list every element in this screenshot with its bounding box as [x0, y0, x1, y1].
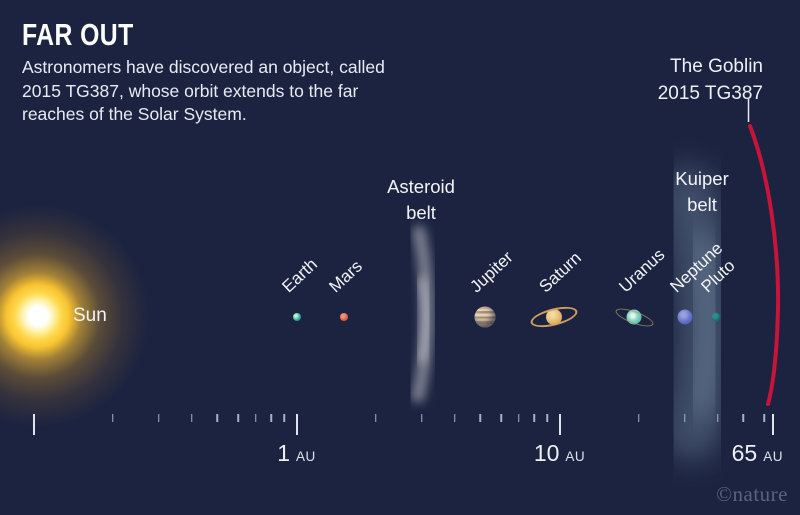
axis-major-tick-0.1au [32, 414, 35, 435]
axis-minor-tick-3au [421, 414, 423, 422]
planet-saturn [546, 309, 563, 325]
axis-minor-tick-7au [518, 414, 520, 422]
axis-minor-tick-0.8au [270, 414, 272, 422]
axis-major-tick-10au [558, 414, 561, 435]
axis-label-1-au: 1 AU [277, 440, 316, 466]
axis-minor-tick-30au [684, 414, 686, 422]
planet-jupiter [474, 306, 496, 328]
planet-mars [340, 313, 349, 321]
axis-minor-tick-4au [454, 414, 456, 422]
axis-minor-tick-0.4au [191, 414, 193, 422]
axis-minor-tick-0.5au [216, 414, 219, 422]
goblin-orbit-arc [748, 124, 781, 406]
intro-text: Astronomers have discovered an object, c… [22, 57, 385, 124]
planet-pluto [711, 312, 721, 322]
axis-minor-tick-0.6au [237, 414, 239, 422]
axis-minor-tick-60au [763, 414, 765, 422]
axis-minor-tick-0.3au [158, 414, 160, 422]
axis-minor-tick-5au [479, 414, 482, 422]
axis-minor-tick-20au [637, 414, 640, 422]
planet-neptune [677, 309, 693, 325]
kuiper-belt-label: Kuiper belt [675, 168, 729, 215]
goblin-callout-label: The Goblin 2015 TG387 [657, 56, 763, 104]
planet-uranus [626, 309, 642, 325]
nature-credit: ©nature [716, 482, 788, 506]
axis-minor-tick-50au [742, 414, 745, 422]
axis-minor-tick-0.9au [283, 414, 286, 422]
axis-minor-tick-9au [546, 414, 549, 422]
axis-minor-tick-0.2au [111, 414, 114, 422]
axis-label-10-au: 10 AU [533, 440, 586, 466]
planet-earth [292, 313, 301, 321]
sun-label: Sun [73, 305, 107, 326]
axis-label-65-au: 65 AU [731, 440, 783, 466]
kuiper-belt-band [659, 166, 735, 461]
axis-major-tick-65au [772, 414, 775, 435]
axis-minor-tick-6au [500, 414, 502, 422]
page-title: FAR OUT [22, 17, 134, 52]
axis-minor-tick-2au [374, 414, 377, 422]
axis-minor-tick-8au [533, 414, 535, 422]
asteroid-belt-band [411, 225, 434, 403]
axis-major-tick-1au [295, 414, 298, 435]
axis-minor-tick-40au [717, 414, 719, 422]
asteroid-belt-label: Asteroid belt [387, 176, 455, 223]
axis-minor-tick-0.7au [255, 414, 257, 422]
